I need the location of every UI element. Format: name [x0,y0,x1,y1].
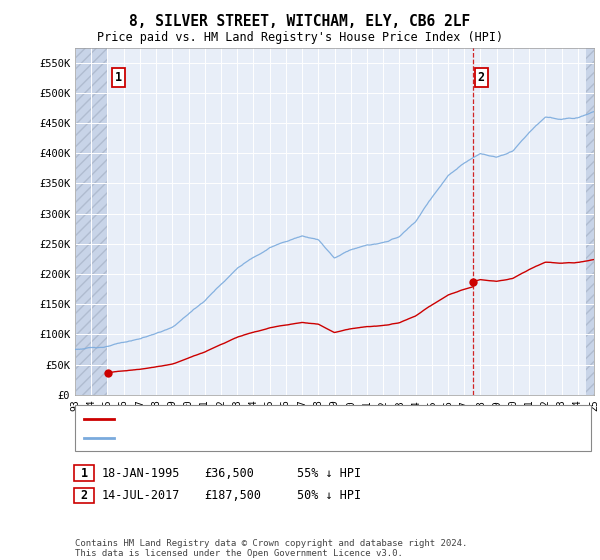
Text: Price paid vs. HM Land Registry's House Price Index (HPI): Price paid vs. HM Land Registry's House … [97,31,503,44]
Text: 55% ↓ HPI: 55% ↓ HPI [297,466,361,480]
Text: 50% ↓ HPI: 50% ↓ HPI [297,489,361,502]
Bar [75,48,108,395]
Text: 1: 1 [80,466,88,480]
Text: 2: 2 [478,71,485,83]
Text: 8, SILVER STREET, WITCHAM, ELY, CB6 2LF: 8, SILVER STREET, WITCHAM, ELY, CB6 2LF [130,14,470,29]
Text: £187,500: £187,500 [204,489,261,502]
Text: HPI: Average price, detached house, East Cambridgeshire: HPI: Average price, detached house, East… [120,433,464,443]
Text: 14-JUL-2017: 14-JUL-2017 [102,489,181,502]
Bar [586,48,600,395]
Text: 1: 1 [115,71,122,83]
Text: £36,500: £36,500 [204,466,254,480]
Text: 18-JAN-1995: 18-JAN-1995 [102,466,181,480]
Text: Contains HM Land Registry data © Crown copyright and database right 2024.
This d: Contains HM Land Registry data © Crown c… [75,539,467,558]
Text: 2: 2 [80,489,88,502]
Text: 8, SILVER STREET, WITCHAM, ELY, CB6 2LF (detached house): 8, SILVER STREET, WITCHAM, ELY, CB6 2LF … [120,414,470,424]
